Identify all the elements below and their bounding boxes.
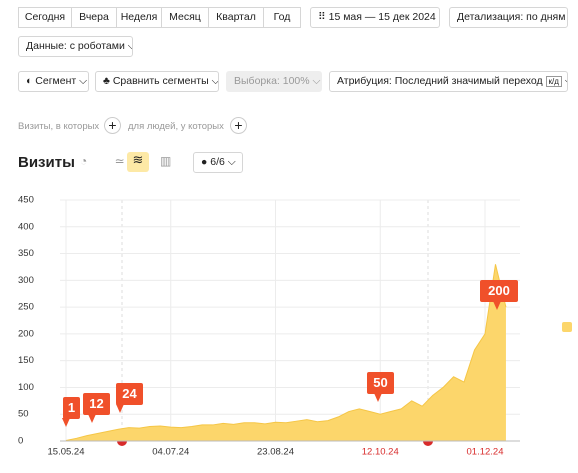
attribution-btn[interactable]: Атрибуция: Последний значимый переход к/… bbox=[329, 71, 568, 92]
filter-people: для людей, у которых bbox=[128, 121, 224, 132]
segment-btn[interactable]: ◐ Сегмент ⌵ bbox=[18, 71, 89, 92]
period-btn[interactable]: Месяц bbox=[161, 7, 209, 28]
y-tick-label: 150 bbox=[18, 355, 34, 366]
detail-select[interactable]: Детализация: по дням ⌵ bbox=[449, 7, 568, 28]
badge-pointer bbox=[62, 418, 70, 427]
y-tick-label: 450 bbox=[18, 195, 34, 206]
data-select[interactable]: Данные: с роботами ⌵ bbox=[18, 36, 133, 57]
period-btn[interactable]: Сегодня bbox=[18, 7, 72, 28]
add-visit-filter[interactable]: + bbox=[104, 117, 121, 134]
filter-visits: Визиты, в которых bbox=[18, 121, 100, 132]
badge-label: 50 bbox=[373, 375, 387, 390]
y-tick-label: 400 bbox=[18, 221, 34, 232]
bar-view[interactable]: ▥ bbox=[160, 154, 172, 168]
view-icons[interactable]: ◔ ≃ bbox=[80, 154, 137, 168]
badge-pointer bbox=[493, 301, 501, 310]
y-tick-label: 300 bbox=[18, 275, 34, 286]
date-text: 15 мая — 15 дек 2024 bbox=[328, 11, 436, 23]
attribution-tag: к/д bbox=[545, 76, 562, 87]
badge bbox=[367, 372, 394, 394]
date-range[interactable]: ⠿ 15 мая — 15 дек 2024 bbox=[310, 7, 440, 28]
sample-text: Выборка: 100% bbox=[234, 75, 310, 87]
chart-heading: Визиты bbox=[18, 154, 75, 171]
period-btn[interactable]: Неделя bbox=[116, 7, 162, 28]
period-btn[interactable]: Вчера bbox=[71, 7, 117, 28]
segment-text: Сегмент bbox=[35, 75, 77, 87]
area-fill bbox=[66, 264, 506, 441]
metric-select[interactable]: ● 6/6 ⌵ bbox=[193, 152, 243, 173]
area-line bbox=[65, 264, 507, 441]
add-people-filter[interactable]: + bbox=[230, 117, 247, 134]
attribution-text: Атрибуция: Последний значимый переход bbox=[337, 75, 543, 87]
period-btn[interactable]: Год bbox=[263, 7, 301, 28]
badge-label: 200 bbox=[488, 283, 510, 298]
period-btn[interactable]: Квартал bbox=[208, 7, 264, 28]
compare-text: Сравнить сегменты bbox=[112, 75, 209, 87]
sample-btn[interactable]: Выборка: 100% ⌵ bbox=[226, 71, 322, 92]
detail-text: Детализация: по дням bbox=[457, 11, 566, 23]
stack-view[interactable]: ≋ bbox=[127, 152, 149, 172]
badge bbox=[480, 280, 518, 302]
x-tick-label: 12.10.24 bbox=[362, 447, 399, 458]
counter-text: 6/6 bbox=[210, 156, 225, 168]
y-tick-label: 200 bbox=[18, 328, 34, 339]
badge-pointer bbox=[374, 393, 382, 402]
y-tick-label: 250 bbox=[18, 302, 34, 313]
y-tick-label: 100 bbox=[18, 382, 34, 393]
badge bbox=[83, 393, 110, 415]
y-tick-label: 0 bbox=[18, 436, 23, 447]
x-tick-label: 01.12.24 bbox=[467, 447, 504, 458]
badge-label: 12 bbox=[89, 396, 103, 411]
x-tick-label: 15.05.24 bbox=[48, 447, 85, 458]
badge-pointer bbox=[88, 414, 96, 423]
data-text: Данные: с роботами bbox=[26, 40, 125, 52]
badge bbox=[63, 397, 80, 419]
badge bbox=[116, 383, 143, 405]
badge-label: 24 bbox=[122, 386, 137, 401]
legend-swatch[interactable] bbox=[562, 322, 572, 332]
y-tick-label: 50 bbox=[18, 409, 29, 420]
badge-label: 1 bbox=[68, 400, 75, 415]
compare-btn[interactable]: ♣ Сравнить сегменты ⌵ bbox=[95, 71, 219, 92]
x-tick-label: 23.08.24 bbox=[257, 447, 294, 458]
x-tick-label: 04.07.24 bbox=[152, 447, 189, 458]
badge-pointer bbox=[116, 404, 124, 413]
y-tick-label: 350 bbox=[18, 248, 34, 259]
